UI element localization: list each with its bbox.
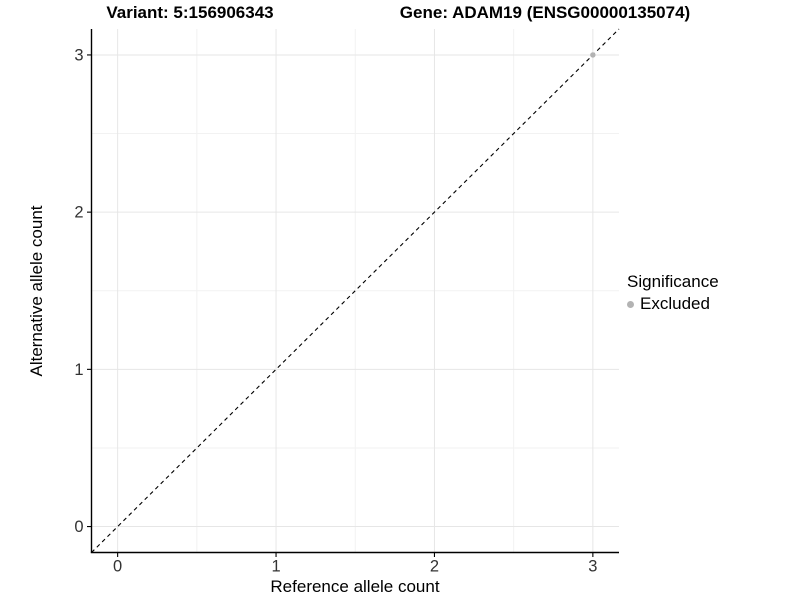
x-axis-title: Reference allele count bbox=[270, 577, 440, 596]
legend-items: Excluded bbox=[627, 294, 719, 314]
data-point-excluded bbox=[590, 52, 596, 58]
y-tick-label: 1 bbox=[74, 361, 83, 379]
x-tick-label: 2 bbox=[430, 558, 439, 576]
y-axis-title: Alternative allele count bbox=[27, 205, 46, 377]
legend-title: Significance bbox=[627, 272, 719, 291]
legend: Significance Excluded bbox=[627, 272, 719, 314]
x-tick-label: 1 bbox=[271, 558, 280, 576]
legend-item: Excluded bbox=[627, 294, 719, 314]
identity-reference-line bbox=[91, 28, 620, 553]
x-tick-label: 0 bbox=[113, 558, 122, 576]
y-tick-label: 3 bbox=[74, 46, 83, 64]
y-tick-label: 2 bbox=[74, 204, 83, 222]
legend-item-label: Excluded bbox=[640, 294, 710, 313]
x-tick-label: 3 bbox=[588, 558, 597, 576]
y-tick-label: 0 bbox=[74, 518, 83, 536]
gene-title: Gene: ADAM19 (ENSG00000135074) bbox=[399, 3, 691, 22]
variant-title: Variant: 5:156906343 bbox=[106, 3, 274, 22]
legend-point-icon bbox=[627, 300, 634, 308]
